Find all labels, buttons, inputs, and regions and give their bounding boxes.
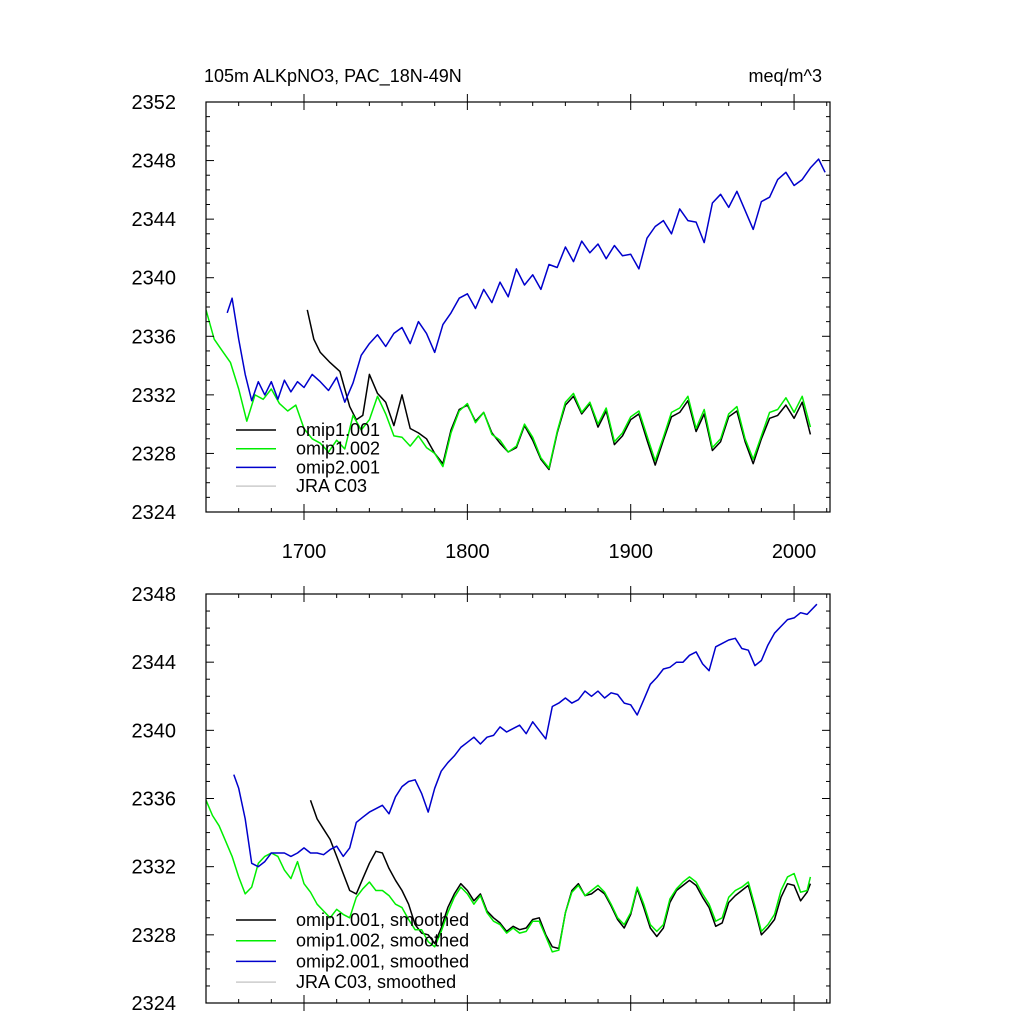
units-label: meq/m^3 <box>749 66 822 86</box>
series-lines <box>206 158 826 471</box>
y-tick-label: 2352 <box>132 92 177 114</box>
legend-label: omip2.001, smoothed <box>296 951 469 971</box>
bottom-panel: 2324 2328 2332 2336 2340 2344 2348 omip1.001, s… <box>132 584 831 1015</box>
x-tick-label: 1800 <box>445 541 490 563</box>
y-tick-label: 2348 <box>132 151 177 173</box>
series-line-1 <box>206 799 812 953</box>
chart-title: 105m ALKpNO3, PAC_18N-49N <box>204 66 462 87</box>
series-line-2 <box>233 603 818 868</box>
legend-label: JRA C03, smoothed <box>296 972 456 992</box>
series-line-2 <box>226 158 826 403</box>
legend-label: JRA C03 <box>296 476 367 496</box>
series-lines <box>206 603 818 953</box>
legend-label: omip1.001 <box>296 420 380 440</box>
y-tick-label: 2344 <box>132 652 177 674</box>
legend-label: omip1.002 <box>296 439 380 459</box>
y-tick-label: 2340 <box>132 268 177 290</box>
y-tick-label: 2332 <box>132 857 177 879</box>
y-tick-label: 2328 <box>132 443 177 465</box>
y-tick-label: 2336 <box>132 326 177 348</box>
top-panel: 2324 2328 2332 2336 2340 2344 2348 2352 1700 1800… <box>132 66 831 563</box>
legend-label: omip1.002, smoothed <box>296 931 469 951</box>
x-tick-label: 1900 <box>608 541 653 563</box>
y-tick-label: 2324 <box>132 993 177 1015</box>
y-tick-label: 2328 <box>132 925 177 947</box>
y-tick-label: 2340 <box>132 720 177 742</box>
legend-label: omip2.001 <box>296 457 380 477</box>
series-line-1 <box>206 309 812 469</box>
y-tick-label: 2336 <box>132 789 177 811</box>
y-tick-label: 2332 <box>132 385 177 407</box>
y-tick-label: 2324 <box>132 502 177 524</box>
y-tick-label: 2348 <box>132 584 177 606</box>
x-tick-label: 1700 <box>282 541 327 563</box>
series-line-0 <box>306 309 812 471</box>
legend-label: omip1.001, smoothed <box>296 910 469 930</box>
x-tick-label: 2000 <box>772 541 817 563</box>
y-tick-label: 2344 <box>132 209 177 231</box>
